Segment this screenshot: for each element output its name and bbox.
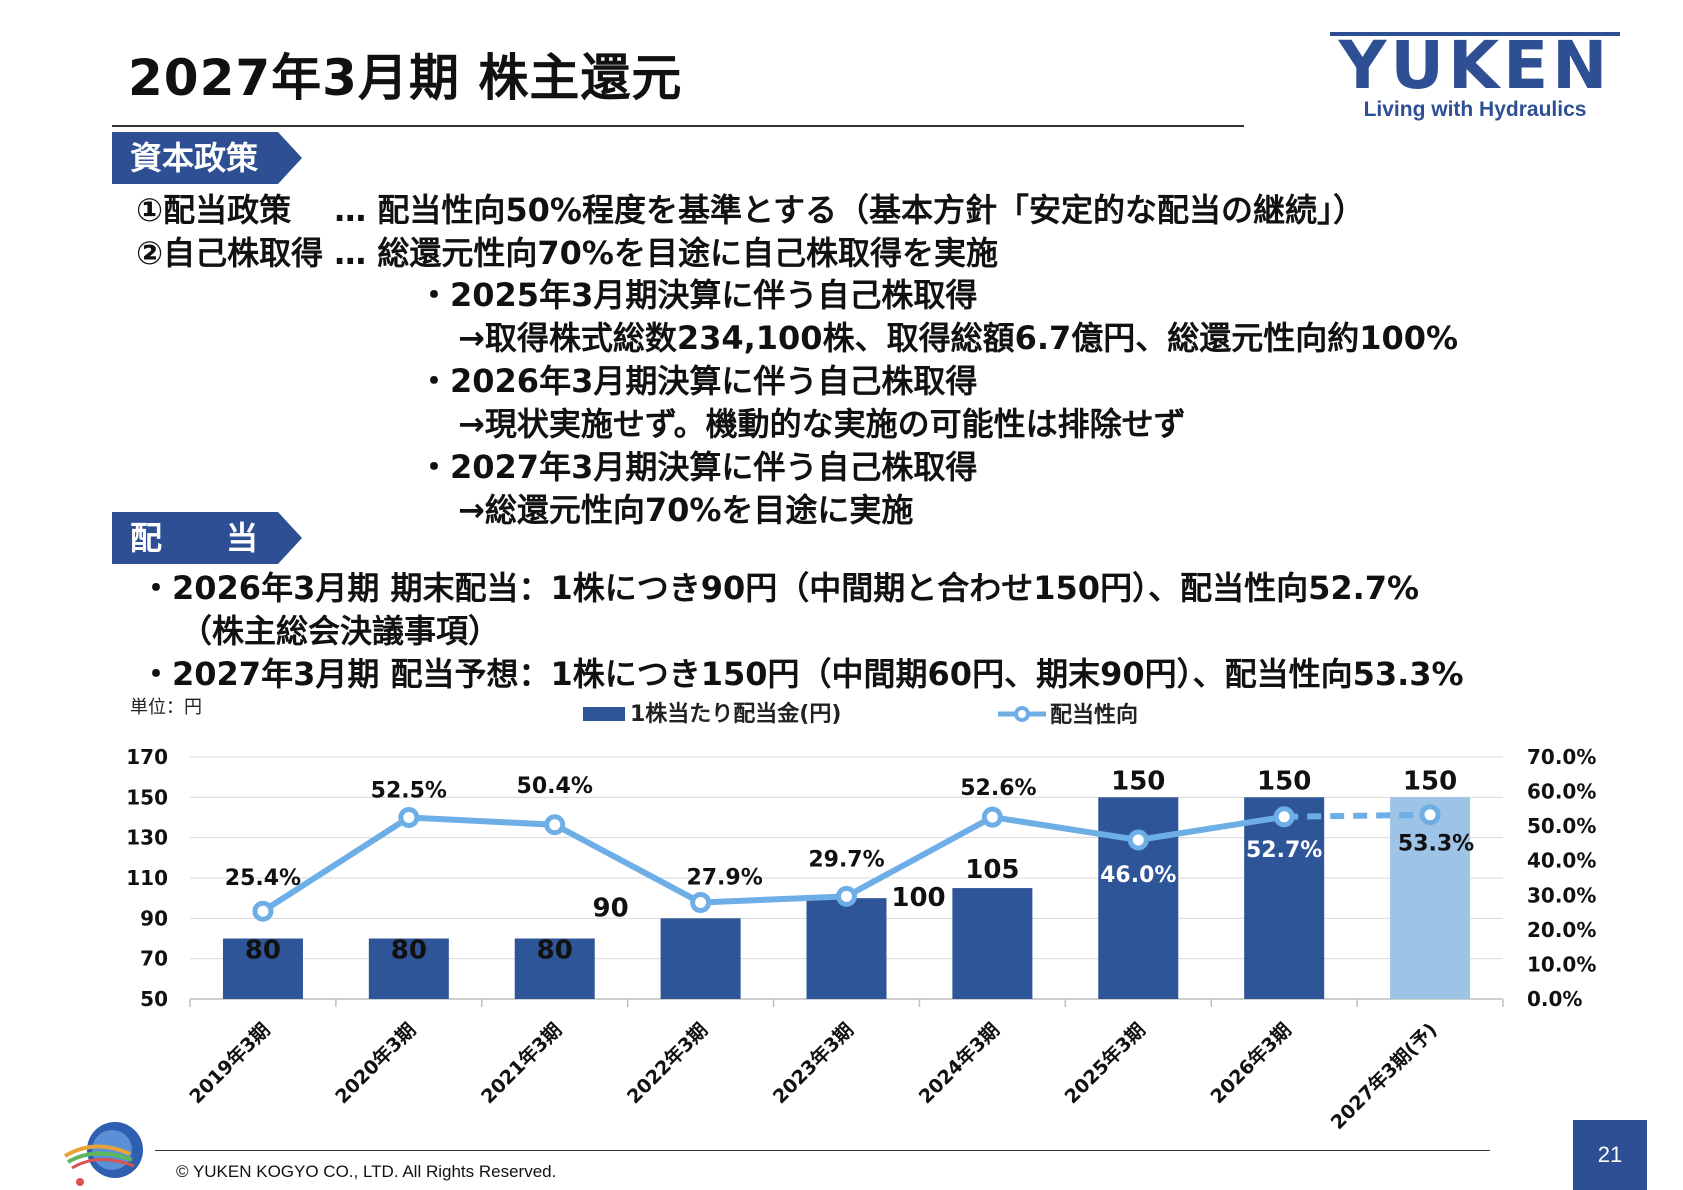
x-category-label: 2019年3期 (185, 1018, 275, 1108)
dividend-line-2: （株主総会決議事項） (180, 612, 501, 650)
y-right-tick-label: 30.0% (1527, 883, 1596, 907)
x-category-label: 2024年3期 (914, 1018, 1004, 1108)
dividend-line-1: ・2026年3月期 期末配当：1株につき90円（中間期と合わせ150円）、配当性… (140, 569, 1420, 607)
y-left-tick-label: 170 (126, 745, 168, 769)
y-right-tick-label: 70.0% (1527, 745, 1596, 769)
payout-ratio-forecast-line (1284, 811, 1431, 820)
x-category-label: 2026年3期 (1206, 1018, 1296, 1108)
payout-ratio-marker (252, 900, 274, 922)
y-right-tick-label: 50.0% (1527, 814, 1596, 838)
dividend-tag-label: 配 当 (130, 519, 259, 557)
bar-value-label: 90 (593, 893, 629, 923)
corporate-mark-icon (63, 1122, 143, 1186)
x-category-label: 2022年3期 (622, 1018, 712, 1108)
y-left-tick-label: 50 (140, 987, 168, 1011)
payout-ratio-label: 50.4% (517, 774, 593, 799)
bar-value-label: 80 (537, 936, 573, 966)
payout-ratio-marker (1127, 829, 1149, 851)
x-category-label: 2023年3期 (768, 1018, 858, 1108)
policy-line-2: ②自己株取得 … 総還元性向70%を目途に自己株取得を実施 (136, 234, 998, 272)
payout-ratio-marker (1419, 804, 1441, 826)
legend-bar-label: 1株当たり配当金(円) (630, 701, 841, 727)
unit-label: 単位：円 (130, 697, 202, 718)
payout-ratio-label: 46.0% (1100, 863, 1176, 888)
dividend-line-3: ・2027年3月期 配当予想：1株につき150円（中間期60円、期末90円）、配… (140, 655, 1464, 693)
y-left-tick-label: 90 (140, 906, 168, 930)
payout-ratio-marker (836, 885, 857, 907)
title-divider (112, 125, 1244, 127)
y-left-tick-label: 110 (126, 866, 168, 890)
bar (952, 888, 1033, 999)
payout-ratio-marker (398, 807, 420, 828)
bar (660, 918, 741, 999)
policy-line-8: →総還元性向70%を目途に実施 (458, 491, 914, 529)
logo-wordmark: YUKEN (1338, 30, 1612, 104)
payout-ratio-label: 52.5% (371, 779, 447, 804)
policy-line-6: →現状実施せず。機動的な実施の可能性は排除せず (458, 405, 1186, 443)
x-category-label: 2021年3期 (476, 1018, 566, 1108)
y-right-tick-label: 60.0% (1527, 780, 1596, 804)
payout-ratio-marker (1273, 806, 1295, 828)
bar (1098, 797, 1179, 999)
legend-bar-swatch (583, 707, 625, 721)
bar-value-label: 150 (1257, 766, 1311, 796)
y-left-tick-label: 130 (126, 826, 168, 850)
policy-line-3: ・2025年3月期決算に伴う自己株取得 (418, 276, 978, 314)
payout-ratio-label: 29.7% (808, 847, 884, 872)
y-left-tick-label: 70 (140, 947, 168, 971)
payout-ratio-marker (544, 814, 566, 836)
payout-ratio-label: 25.4% (225, 866, 301, 891)
footer-divider (155, 1150, 1490, 1151)
bar-value-label: 80 (245, 936, 281, 966)
y-left-tick-label: 150 (126, 785, 168, 809)
bar-value-label: 105 (965, 855, 1019, 885)
dividend-tag: 配 当 (112, 512, 302, 564)
bar (1244, 797, 1325, 999)
bar (222, 938, 303, 999)
payout-ratio-label: 52.6% (960, 776, 1036, 801)
legend-line-marker (1014, 706, 1030, 722)
bar (514, 938, 595, 999)
x-category-label: 2025年3期 (1060, 1018, 1150, 1108)
policy-line-5: ・2026年3月期決算に伴う自己株取得 (418, 362, 978, 400)
bar-value-label: 80 (391, 936, 427, 966)
y-right-tick-label: 10.0% (1527, 952, 1596, 976)
bar (806, 898, 887, 999)
y-right-tick-label: 40.0% (1527, 849, 1596, 873)
bar-value-label: 100 (891, 883, 945, 913)
y-right-tick-label: 20.0% (1527, 918, 1596, 942)
page-title: 2027年3月期 株主還元 (128, 49, 683, 107)
bar-value-label: 150 (1403, 766, 1457, 796)
capital-policy-tag-label: 資本政策 (130, 139, 259, 177)
x-category-label: 2027年3期(予) (1326, 1018, 1442, 1134)
yuken-logo: YUKEN Living with Hydraulics (1330, 30, 1620, 121)
payout-ratio-line (261, 813, 1285, 914)
payout-ratio-label: 53.3% (1398, 832, 1474, 857)
y-right-tick-label: 0.0% (1527, 987, 1582, 1011)
page-number: 21 (1573, 1120, 1647, 1190)
bar (368, 938, 449, 999)
payout-ratio-marker (690, 892, 712, 914)
payout-ratio-label: 27.9% (686, 866, 762, 891)
policy-line-7: ・2027年3月期決算に伴う自己株取得 (418, 448, 978, 486)
capital-policy-tag: 資本政策 (112, 132, 302, 184)
copyright: © YUKEN KOGYO CO., LTD. All Rights Reser… (176, 1162, 557, 1181)
bar (1390, 797, 1471, 999)
x-category-label: 2020年3期 (330, 1018, 420, 1108)
legend-line-label: 配当性向 (1050, 702, 1138, 728)
policy-line-1: ①配当政策 … 配当性向50%程度を基準とする（基本方針「安定的な配当の継続」） (136, 191, 1366, 229)
payout-ratio-label: 52.7% (1246, 838, 1322, 863)
logo-tagline: Living with Hydraulics (1364, 98, 1587, 121)
payout-ratio-marker (981, 806, 1003, 828)
policy-line-4: →取得株式総数234,100株、取得総額6.7億円、総還元性向約100% (458, 319, 1459, 357)
bar-value-label: 150 (1111, 766, 1165, 796)
logo-bar (1330, 32, 1620, 36)
